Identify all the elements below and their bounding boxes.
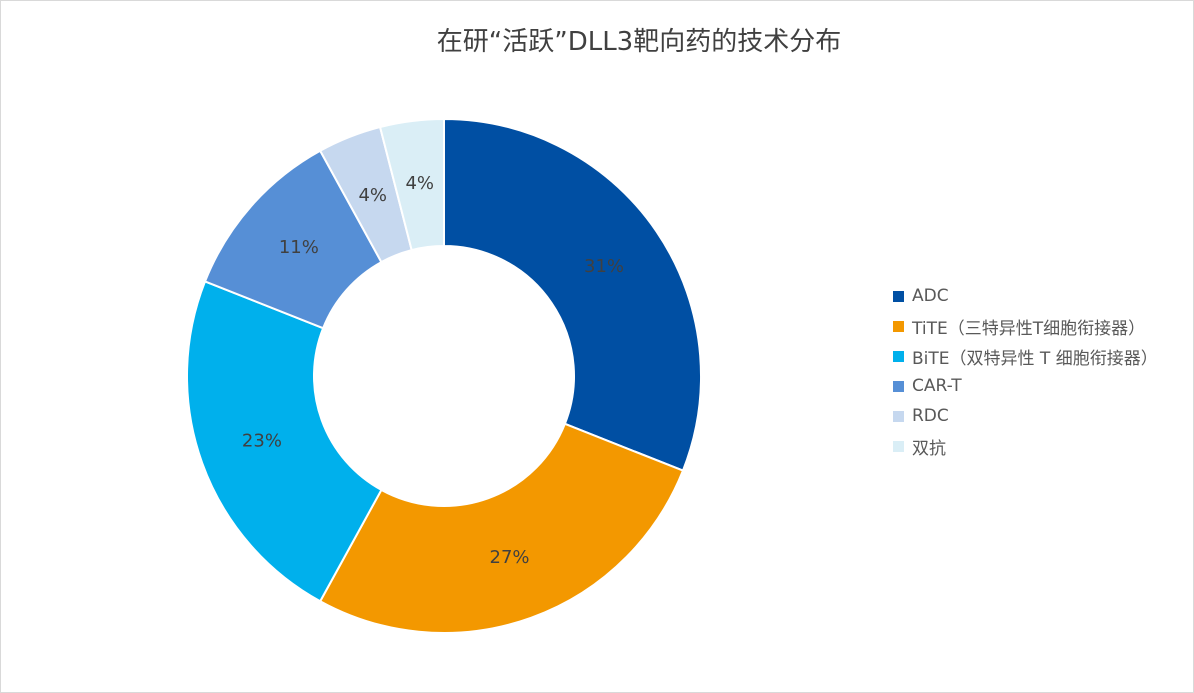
legend-label-4: RDC: [912, 406, 949, 426]
legend-label-1: TiTE（三特异性T细胞衔接器）: [912, 318, 1146, 339]
donut-slice-2: [186, 280, 383, 603]
donut-slice-1: [318, 422, 685, 634]
legend-label-5: 双抗: [912, 438, 946, 459]
legend-label-2: BiTE（双特异性 T 细胞衔接器）: [912, 348, 1158, 369]
chart-title: 在研“活跃”DLL3靶向药的技术分布: [436, 27, 842, 57]
legend-item-0: ADC: [893, 281, 1158, 311]
slice-label-0: 31%: [584, 256, 624, 277]
slice-label-5: 4%: [405, 173, 434, 194]
legend-item-2: BiTE（双特异性 T 细胞衔接器）: [893, 341, 1158, 371]
legend: ADC TiTE（三特异性T细胞衔接器） BiTE（双特异性 T 细胞衔接器） CAR…: [893, 281, 1158, 461]
legend-swatch-0: [893, 290, 904, 302]
legend-swatch-5: [893, 440, 904, 452]
legend-item-4: RDC: [893, 401, 1158, 431]
slice-label-4: 4%: [358, 185, 387, 206]
legend-swatch-3: [893, 380, 904, 392]
legend-label-0: ADC: [912, 286, 949, 306]
slice-label-3: 11%: [279, 237, 319, 258]
legend-label-3: CAR-T: [912, 376, 962, 396]
legend-item-3: CAR-T: [893, 371, 1158, 401]
slice-label-2: 23%: [242, 431, 282, 452]
legend-item-1: TiTE（三特异性T细胞衔接器）: [893, 311, 1158, 341]
donut-slice-5: [378, 117, 445, 252]
legend-item-5: 双抗: [893, 431, 1158, 461]
donut-slice-0: [443, 117, 702, 472]
slice-label-1: 27%: [490, 547, 530, 568]
legend-swatch-2: [893, 350, 904, 362]
legend-swatch-1: [893, 320, 904, 332]
legend-swatch-4: [893, 410, 904, 422]
